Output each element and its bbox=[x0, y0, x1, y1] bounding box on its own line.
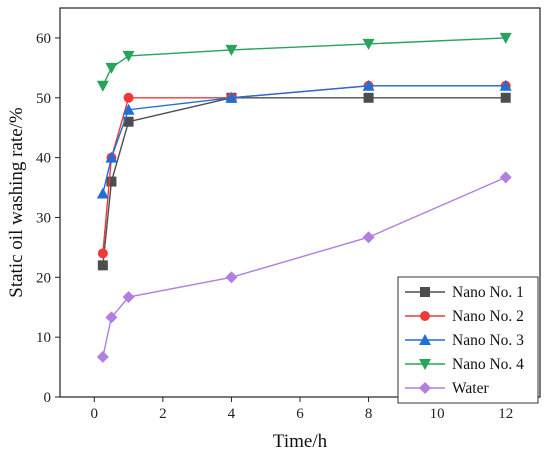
data-point bbox=[363, 92, 374, 103]
legend-label: Nano No. 3 bbox=[452, 332, 524, 349]
data-point bbox=[96, 80, 109, 92]
y-tick-label: 60 bbox=[36, 31, 51, 47]
legend-label: Nano No. 1 bbox=[452, 284, 524, 301]
legend-label: Nano No. 4 bbox=[452, 356, 524, 373]
y-tick-label: 50 bbox=[36, 91, 51, 107]
data-point bbox=[97, 248, 108, 259]
data-point bbox=[97, 260, 108, 271]
legend-entry: Nano No. 4 bbox=[405, 356, 524, 373]
x-tick-label: 6 bbox=[296, 406, 304, 422]
series-2 bbox=[97, 80, 511, 259]
y-tick-label: 10 bbox=[36, 330, 51, 346]
legend-entry: Nano No. 2 bbox=[405, 308, 524, 325]
legend-marker bbox=[420, 287, 430, 297]
data-point bbox=[122, 50, 135, 62]
series-line bbox=[102, 97, 506, 266]
x-tick-label: 8 bbox=[365, 406, 373, 422]
data-point bbox=[499, 171, 512, 184]
x-tick-label: 12 bbox=[498, 406, 513, 422]
series-line bbox=[102, 176, 506, 358]
x-tick-label: 10 bbox=[430, 406, 445, 422]
legend: Nano No. 1 Nano No. 2 Nano No. 3 Nano No. 4… bbox=[397, 276, 539, 404]
series-line bbox=[102, 85, 506, 254]
legend-label: Water bbox=[452, 380, 489, 397]
y-tick-label: 0 bbox=[44, 390, 52, 406]
series-1 bbox=[97, 92, 511, 271]
legend-marker bbox=[419, 359, 431, 370]
y-tick-label: 30 bbox=[36, 210, 51, 226]
y-tick-label: 20 bbox=[36, 270, 51, 286]
series-line bbox=[102, 85, 506, 194]
data-point bbox=[123, 92, 134, 103]
x-axis-title: Time/h bbox=[273, 431, 328, 452]
data-point bbox=[225, 91, 238, 103]
data-point bbox=[499, 32, 512, 44]
data-point bbox=[500, 92, 511, 103]
data-point bbox=[362, 38, 375, 50]
legend-marker bbox=[419, 334, 431, 345]
data-point bbox=[225, 271, 238, 284]
axes: 0 2 4 6 8 10 12 0 10 20 30 40 50 60 bbox=[36, 7, 541, 422]
x-tick-label: 4 bbox=[228, 406, 236, 422]
data-point bbox=[122, 103, 135, 115]
series-5 bbox=[96, 171, 512, 363]
data-point bbox=[96, 350, 109, 363]
series-4 bbox=[96, 32, 512, 92]
legend-label: Nano No. 2 bbox=[452, 308, 524, 325]
legend-entry: Nano No. 1 bbox=[405, 284, 524, 301]
series-3 bbox=[96, 79, 512, 199]
legend-marker bbox=[419, 382, 431, 394]
x-tick-label: 2 bbox=[159, 406, 167, 422]
data-point bbox=[362, 79, 375, 91]
data-point bbox=[105, 311, 118, 324]
data-point bbox=[225, 44, 238, 56]
legend-marker bbox=[420, 311, 430, 321]
series-layer bbox=[96, 32, 512, 363]
data-point bbox=[123, 116, 134, 127]
y-axis-title: Static oil washing rate/% bbox=[6, 107, 27, 298]
legend-entry: Water bbox=[405, 380, 489, 397]
data-point bbox=[499, 79, 512, 91]
series-line bbox=[102, 37, 506, 87]
legend-entry: Nano No. 3 bbox=[405, 332, 524, 349]
data-point bbox=[362, 231, 375, 244]
x-tick-label: 0 bbox=[91, 406, 99, 422]
data-point bbox=[122, 291, 135, 304]
y-tick-label: 40 bbox=[36, 151, 51, 167]
data-point bbox=[96, 187, 109, 199]
data-point bbox=[105, 151, 118, 163]
data-point bbox=[106, 176, 117, 187]
data-point bbox=[105, 62, 118, 74]
